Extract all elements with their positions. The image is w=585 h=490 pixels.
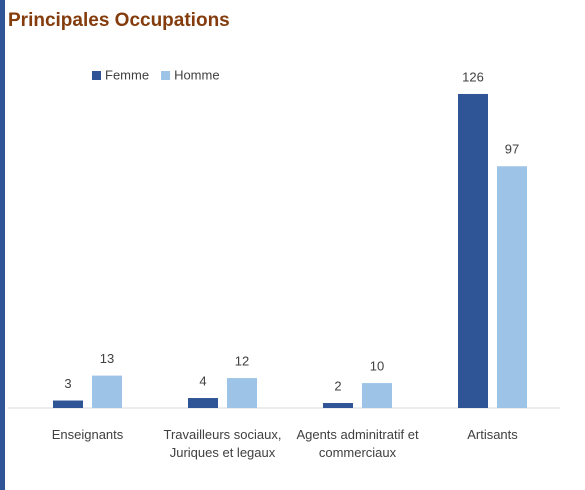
bar [323,403,353,408]
x-tick-label: Travailleurs sociaux, Juriques et legaux [163,427,282,460]
bar [458,93,488,408]
data-label: 126 [462,69,484,84]
data-label: 13 [100,351,114,366]
legend-swatch [92,71,101,80]
data-label: 12 [235,354,249,369]
chart-title: Principales Occupations [8,10,230,31]
bar [227,378,257,408]
data-label: 10 [370,359,384,374]
x-tick-label: Enseignants [51,427,124,442]
data-label: 4 [199,373,206,388]
data-label: 2 [334,378,341,393]
bar [188,398,218,408]
bar [53,400,83,408]
x-tick-label: Agents adminitratif et commerciaux [296,427,419,460]
legend-swatch [161,71,171,80]
x-tick-label: Artisants [467,427,518,442]
bar [92,375,122,408]
legend-label: Homme [174,67,220,82]
bar [497,166,527,408]
legend-label: Femme [105,67,149,82]
data-label: 3 [64,376,71,391]
bar [362,383,392,408]
data-label: 97 [505,142,519,157]
side-strip [0,0,5,490]
